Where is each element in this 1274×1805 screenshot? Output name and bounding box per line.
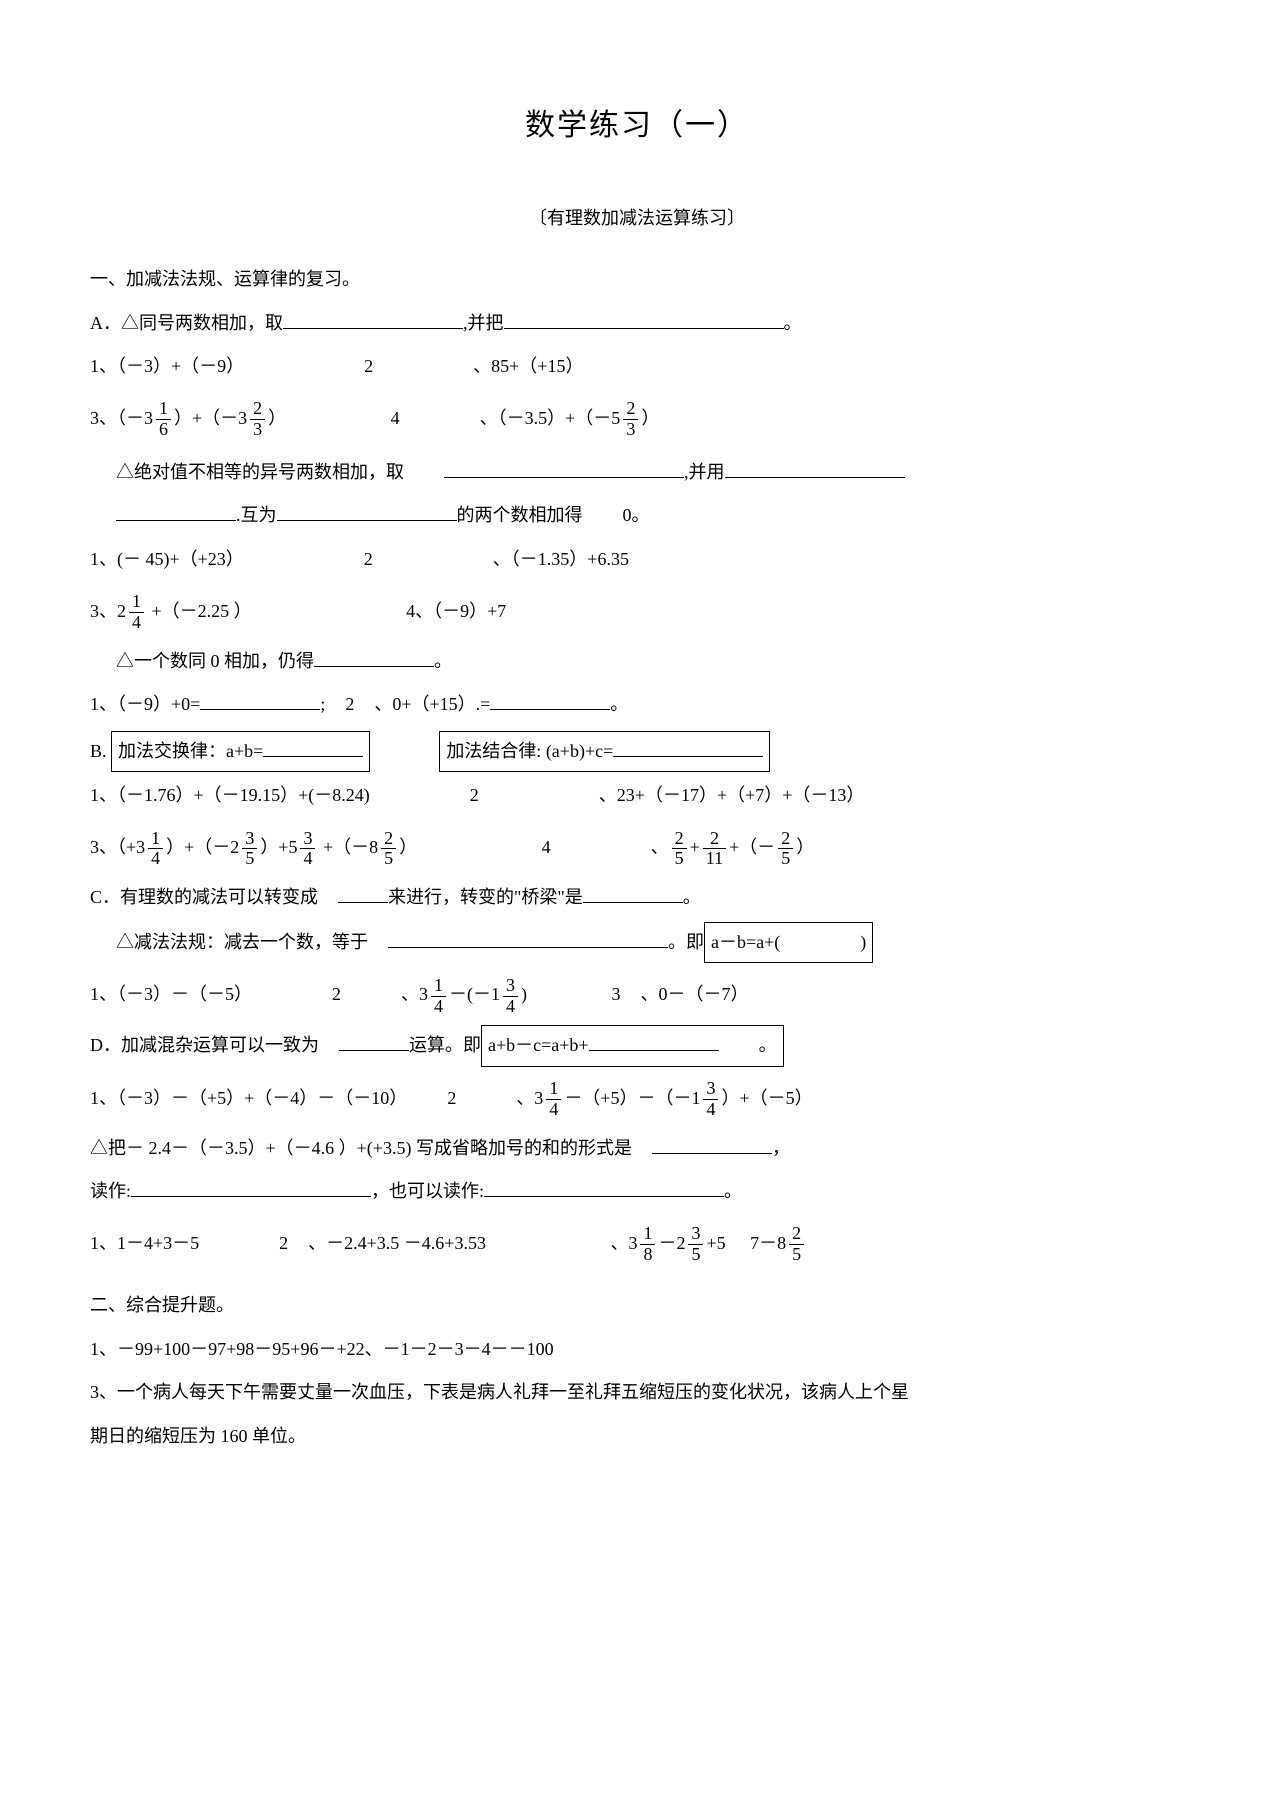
rule-A2: △绝对值不相等的异号两数相加，取,并用 [90, 453, 1184, 493]
rule-C2: △减法法规：减去一个数，等于。即a－b=a+() [90, 922, 1184, 964]
Dx-rule: △把－ 2.4－（－3.5）+（－4.6 ）+(+3.5) 写成省略加号的和的形… [90, 1129, 1184, 1169]
rule-B: B. 加法交换律：a+b= 加法结合律: (a+b)+c= [90, 731, 1184, 773]
page-subtitle: 〔有理数加减法运算练习〕 [90, 204, 1184, 230]
page-title: 数学练习（一） [90, 100, 1184, 144]
A2-row2: 3、214 +（－2.25 ） 4、（－9）+7 [90, 584, 1184, 638]
section1-heading: 一、加减法法规、运算律的复习。 [90, 260, 1184, 300]
sec2-q3: 3、一个病人每天下午需要丈量一次血压，下表是病人礼拜一至礼拜五缩短压的变化状况，… [90, 1373, 1184, 1413]
rule-A2b: .互为的两个数相加得0。 [90, 496, 1184, 536]
rule-A: A．△同号两数相加，取,并把。 [90, 304, 1184, 344]
Dx-row1: 1、1－4+3－52、－2.4+3.5 －4.6+3.53 、318－235+5… [90, 1216, 1184, 1270]
sec2-q3b: 期日的缩短压为 160 单位。 [90, 1417, 1184, 1457]
A2-row1: 1、(－ 45)+（+23）2、（－1.35）+6.35 [90, 540, 1184, 580]
rule-A3: △一个数同 0 相加，仍得。 [90, 642, 1184, 682]
rule-D: D．加减混杂运算可以一致为运算。即a+b－c=a+b+。 [90, 1025, 1184, 1067]
Dx-read: 读作:，也可以读作:。 [90, 1172, 1184, 1212]
sec2-q1: 1、－99+100－97+98－95+96－+22、－1－2－3－4－－100 [90, 1330, 1184, 1370]
section2-heading: 二、综合提升题。 [90, 1286, 1184, 1326]
B-row2: 3、（+314）+（－235）+534 +（－825） 4、25+211+（－2… [90, 820, 1184, 874]
D-row1: 1、（－3）－（+5）+（－4）－（－10）2、314－（+5）－（－134）+… [90, 1071, 1184, 1125]
A-row1: 1、（－3）+（－9）2、85+（+15） [90, 347, 1184, 387]
C-row1: 1、（－3）－（－5）2、314－(－134) 3、0－（－7） [90, 967, 1184, 1021]
A3-row1: 1、（－9）+0=;2、0+（+15）.=。 [90, 685, 1184, 725]
rule-C: C．有理数的减法可以转变成来进行，转变的"桥梁"是。 [90, 878, 1184, 918]
B-row1: 1、（－1.76）+（－19.15）+(－8.24)2、23+（－17）+（+7… [90, 776, 1184, 816]
A-row2: 3、（－316）+（－323） 4、（－3.5）+（－523） [90, 391, 1184, 445]
